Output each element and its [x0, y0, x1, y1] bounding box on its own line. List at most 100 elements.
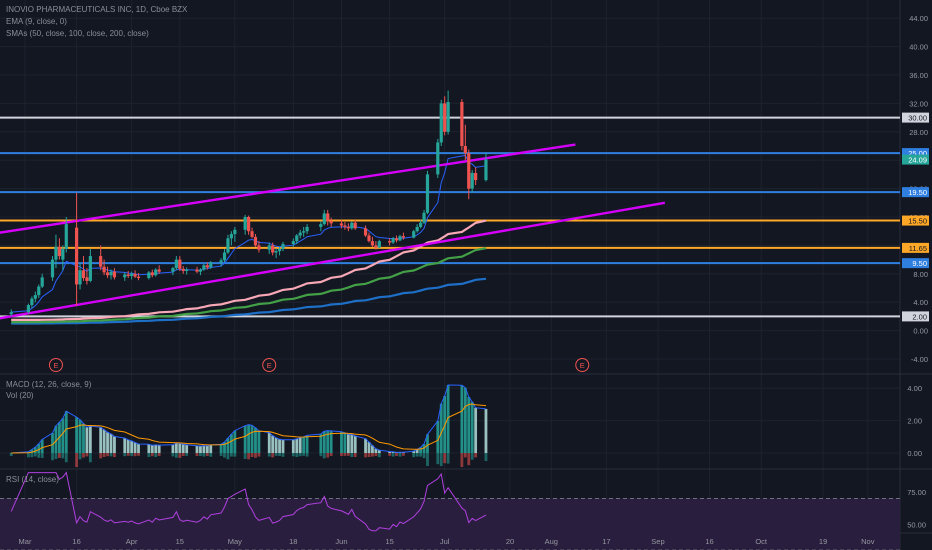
macd-histogram	[364, 438, 367, 453]
macd-histogram	[419, 447, 422, 453]
candle	[99, 256, 103, 267]
level-tag-label: 2.00	[912, 312, 927, 321]
macd-legend[interactable]: MACD (12, 26, close, 9)	[6, 380, 92, 389]
macd-histogram	[109, 433, 113, 453]
candle	[154, 269, 158, 276]
candle	[422, 212, 426, 223]
volume-bar	[181, 453, 185, 457]
candle	[298, 232, 302, 236]
candle	[54, 246, 58, 260]
candles	[9, 90, 488, 317]
volume-bar	[412, 453, 416, 458]
macd-histogram	[254, 427, 257, 453]
macd-histogram	[391, 451, 395, 453]
rsi-tick-label: 50.00	[907, 520, 926, 529]
macd-histogram	[30, 449, 34, 453]
candle	[150, 272, 154, 276]
candle	[302, 231, 306, 233]
volume-legend[interactable]: Vol (20)	[6, 391, 34, 400]
earnings-marker-label: E	[53, 361, 58, 370]
macd-histogram	[150, 445, 154, 453]
volume-bar	[247, 453, 250, 460]
macd-histogram	[426, 434, 429, 453]
macd-histogram	[484, 408, 488, 453]
horizontal-levels[interactable]	[0, 116, 900, 318]
volume-bar	[78, 453, 82, 460]
volume-bar	[85, 453, 89, 457]
macd-histogram	[99, 427, 103, 453]
earnings-marker-2	[575, 358, 590, 372]
candle	[195, 269, 199, 272]
candle	[57, 246, 61, 257]
candle	[33, 295, 37, 299]
macd-histogram	[171, 444, 175, 453]
volume-bar	[257, 453, 261, 457]
volume-bar	[199, 453, 202, 457]
candle	[198, 269, 203, 272]
volume-bar	[326, 453, 330, 458]
candle	[271, 245, 275, 253]
volume-bar	[319, 453, 323, 457]
trendlines[interactable]	[0, 143, 666, 321]
candle	[460, 101, 464, 146]
sma-legend[interactable]: SMAs (50, close, 100, close, 200, close)	[6, 29, 149, 38]
volume-bar	[398, 453, 402, 457]
moving-averages	[11, 154, 487, 325]
volume-bar	[133, 453, 137, 457]
candle	[205, 265, 209, 268]
volume-bar	[9, 453, 13, 457]
level-tag	[902, 242, 929, 253]
x-tick-label: 15	[385, 537, 393, 546]
macd-histogram	[388, 451, 392, 453]
macd-histogram	[181, 444, 185, 453]
candle	[305, 226, 309, 232]
symbol-legend[interactable]: INOVIO PHARMACEUTICALS INC, 1D, Cboe BZX	[6, 5, 188, 14]
macd-histogram	[209, 445, 213, 453]
macd-histogram	[340, 431, 343, 453]
macd-histogram	[54, 425, 58, 453]
volume-bar	[223, 453, 226, 458]
ema-legend[interactable]: EMA (9, close, 0)	[6, 17, 67, 26]
candle	[474, 172, 478, 181]
macd-histogram	[281, 439, 285, 453]
macd-histogram	[75, 417, 78, 453]
candle	[247, 217, 251, 232]
rsi-legend[interactable]: RSI (14, close)	[6, 475, 59, 484]
macd-histogram	[371, 445, 374, 453]
candle	[112, 271, 117, 278]
volume-bar	[415, 453, 419, 457]
macd-histogram	[436, 420, 440, 453]
volume-bar	[37, 453, 41, 458]
macd-histogram	[374, 448, 378, 453]
macd-histogram	[219, 444, 223, 453]
last-price-tag	[902, 154, 929, 165]
macd-histogram	[326, 430, 330, 453]
earnings-marker-0	[48, 358, 63, 372]
volume-bar	[474, 453, 478, 458]
macd-histogram	[233, 430, 237, 453]
candle	[463, 146, 467, 154]
x-tick-label: 17	[602, 537, 610, 546]
volume-bar	[426, 453, 429, 466]
volume-bar	[219, 453, 223, 457]
volume-bar	[298, 453, 302, 457]
macd-histogram	[82, 423, 85, 453]
candle	[319, 224, 323, 227]
volume-bar	[157, 453, 161, 457]
macd-histogram	[467, 396, 471, 453]
level-tag-label: 15.50	[908, 217, 927, 226]
axes: 44.0040.0036.0032.0028.0024.0020.0016.00…	[19, 14, 929, 546]
candle	[147, 272, 151, 279]
price-tick-label: -4.00	[911, 355, 928, 364]
macd-histogram	[250, 425, 254, 453]
volume-bar	[374, 453, 378, 457]
x-tick-label: Jun	[335, 537, 347, 546]
candle	[40, 277, 44, 287]
x-tick-label: Nov	[861, 537, 875, 546]
macd-histogram	[113, 436, 116, 453]
x-tick-label: Sep	[651, 537, 664, 546]
candle	[85, 277, 89, 281]
